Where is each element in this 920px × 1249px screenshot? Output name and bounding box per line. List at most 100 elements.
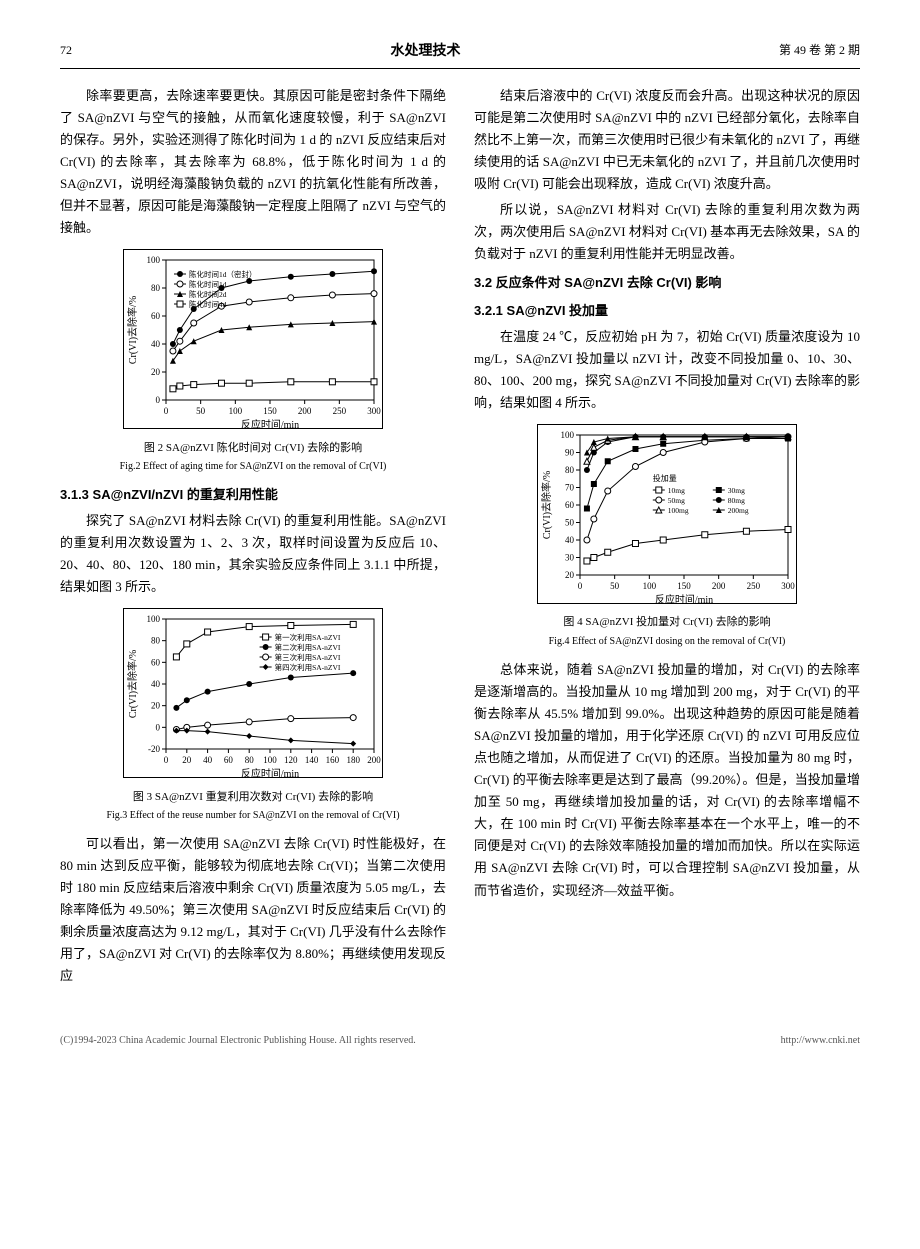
svg-text:180: 180 [346, 755, 360, 765]
heading-3-2-1: 3.2.1 SA@nZVI 投加量 [474, 300, 860, 322]
svg-text:20: 20 [151, 701, 161, 711]
figure-4-chart: 0 50 100 150 200 250 300 20 30 40 50 60 70 80 90 100 反应时… [537, 424, 797, 604]
para-2-3: 在温度 24 ℃，反应初始 pH 为 7，初始 Cr(VI) 质量浓度设为 10… [474, 326, 860, 414]
svg-text:20: 20 [182, 755, 192, 765]
svg-text:300: 300 [367, 406, 381, 416]
svg-text:100: 100 [643, 581, 657, 591]
svg-text:80mg: 80mg [728, 496, 745, 505]
svg-text:70: 70 [565, 483, 575, 493]
para-2-1: 结束后溶液中的 Cr(VI) 浓度反而会升高。出现这种状况的原因可能是第二次使用… [474, 85, 860, 195]
svg-text:陈化时间1d: 陈化时间1d [189, 279, 227, 289]
svg-text:0: 0 [164, 406, 169, 416]
svg-text:100: 100 [263, 755, 277, 765]
svg-text:60: 60 [224, 755, 234, 765]
svg-text:50: 50 [610, 581, 620, 591]
svg-text:200: 200 [712, 581, 726, 591]
svg-text:Cr(VI)去除率/%: Cr(VI)去除率/% [126, 296, 139, 364]
svg-text:陈化时间4d: 陈化时间4d [189, 299, 227, 309]
svg-text:100: 100 [147, 255, 161, 265]
figure-4-caption-en: Fig.4 Effect of SA@nZVI dosing on the re… [474, 635, 860, 649]
svg-text:10mg: 10mg [668, 486, 685, 495]
svg-text:30mg: 30mg [728, 486, 745, 495]
svg-text:-20: -20 [148, 744, 160, 754]
svg-text:90: 90 [565, 448, 575, 458]
svg-text:160: 160 [326, 755, 340, 765]
svg-text:30: 30 [565, 553, 575, 563]
right-column: 结束后溶液中的 Cr(VI) 浓度反而会升高。出现这种状况的原因可能是第二次使用… [474, 85, 860, 992]
para-2-4: 总体来说，随着 SA@nZVI 投加量的增加，对 Cr(VI) 的去除率是逐渐增… [474, 659, 860, 902]
figure-4-caption-cn: 图 4 SA@nZVI 投加量对 Cr(VI) 去除的影响 [474, 615, 860, 630]
svg-text:200: 200 [367, 755, 381, 765]
svg-text:150: 150 [263, 406, 277, 416]
svg-text:80: 80 [245, 755, 255, 765]
svg-text:80: 80 [151, 283, 161, 293]
svg-text:第一次利用SA-nZVI: 第一次利用SA-nZVI [275, 632, 341, 642]
svg-text:100: 100 [229, 406, 243, 416]
page-footer: (C)1994-2023 China Academic Journal Elec… [60, 1032, 860, 1049]
svg-text:250: 250 [747, 581, 761, 591]
svg-text:50: 50 [565, 518, 575, 528]
heading-3-2: 3.2 反应条件对 SA@nZVI 去除 Cr(VI) 影响 [474, 272, 860, 294]
journal-title: 水处理技术 [390, 40, 460, 64]
svg-text:第二次利用SA-nZVI: 第二次利用SA-nZVI [275, 642, 341, 652]
para-2-2: 所以说，SA@nZVI 材料对 Cr(VI) 去除的重复利用次数为两次，两次使用… [474, 199, 860, 265]
svg-text:第四次利用SA-nZVI: 第四次利用SA-nZVI [275, 662, 341, 672]
svg-text:40: 40 [151, 339, 161, 349]
heading-3-1-3: 3.1.3 SA@nZVI/nZVI 的重复利用性能 [60, 484, 446, 506]
svg-text:150: 150 [677, 581, 691, 591]
svg-text:120: 120 [284, 755, 298, 765]
svg-text:60: 60 [151, 311, 161, 321]
para-1-1: 除率要更高，去除速率要更快。其原因可能是密封条件下隔绝了 SA@nZVI 与空气… [60, 85, 446, 240]
svg-text:0: 0 [156, 395, 161, 405]
para-1-3: 可以看出，第一次使用 SA@nZVI 去除 Cr(VI) 时性能极好，在 80 … [60, 833, 446, 988]
svg-text:20: 20 [151, 367, 161, 377]
svg-text:40: 40 [203, 755, 213, 765]
svg-text:第三次利用SA-nZVI: 第三次利用SA-nZVI [275, 652, 341, 662]
svg-text:200mg: 200mg [728, 506, 749, 515]
svg-text:40: 40 [151, 679, 161, 689]
svg-text:60: 60 [151, 658, 161, 668]
content-columns: 除率要更高，去除速率要更快。其原因可能是密封条件下隔绝了 SA@nZVI 与空气… [60, 85, 860, 992]
figure-3-chart: 0 20 40 60 80 100 120 140 160 180 200 -20 0 20 40 60 80 1… [123, 608, 383, 778]
issue-label: 第 49 卷 第 2 期 [779, 40, 860, 64]
figure-2: 0 50 100 150 200 250 300 0 20 40 60 80 100 反应时间/min Cr… [60, 249, 446, 473]
page-header: 72 水处理技术 第 49 卷 第 2 期 [60, 40, 860, 69]
footer-url: http://www.cnki.net [781, 1032, 860, 1049]
svg-text:100mg: 100mg [668, 506, 689, 515]
svg-text:0: 0 [156, 723, 161, 733]
svg-text:140: 140 [305, 755, 319, 765]
left-column: 除率要更高，去除速率要更快。其原因可能是密封条件下隔绝了 SA@nZVI 与空气… [60, 85, 446, 992]
svg-text:100: 100 [147, 614, 161, 624]
svg-text:300: 300 [781, 581, 795, 591]
svg-text:反应时间/min: 反应时间/min [241, 767, 299, 778]
footer-copyright: (C)1994-2023 China Academic Journal Elec… [60, 1032, 416, 1049]
figure-3: 0 20 40 60 80 100 120 140 160 180 200 -20 0 20 40 60 80 1… [60, 608, 446, 822]
svg-text:250: 250 [333, 406, 347, 416]
figure-2-chart: 0 50 100 150 200 250 300 0 20 40 60 80 100 反应时间/min Cr… [123, 249, 383, 429]
svg-text:反应时间/min: 反应时间/min [241, 418, 299, 429]
figure-3-caption-cn: 图 3 SA@nZVI 重复利用次数对 Cr(VI) 去除的影响 [60, 790, 446, 805]
svg-text:80: 80 [565, 465, 575, 475]
svg-text:80: 80 [151, 636, 161, 646]
svg-text:20: 20 [565, 570, 575, 580]
svg-text:投加量: 投加量 [653, 473, 677, 483]
svg-text:0: 0 [578, 581, 583, 591]
figure-2-caption-en: Fig.2 Effect of aging time for SA@nZVI o… [60, 460, 446, 474]
page-number: 72 [60, 40, 72, 64]
svg-text:陈化时间2d: 陈化时间2d [189, 289, 227, 299]
svg-text:0: 0 [164, 755, 169, 765]
figure-3-caption-en: Fig.3 Effect of the reuse number for SA@… [60, 809, 446, 823]
svg-text:50: 50 [196, 406, 206, 416]
svg-text:Cr(VI)去除率/%: Cr(VI)去除率/% [540, 471, 553, 539]
para-1-2: 探究了 SA@nZVI 材料去除 Cr(VI) 的重复利用性能。SA@nZVI … [60, 510, 446, 598]
svg-text:40: 40 [565, 535, 575, 545]
svg-text:200: 200 [298, 406, 312, 416]
svg-text:60: 60 [565, 500, 575, 510]
svg-text:100: 100 [561, 430, 575, 440]
svg-text:50mg: 50mg [668, 496, 685, 505]
figure-4: 0 50 100 150 200 250 300 20 30 40 50 60 70 80 90 100 反应时… [474, 424, 860, 648]
svg-text:Cr(VI)去除率/%: Cr(VI)去除率/% [126, 650, 139, 718]
svg-text:陈化时间1d（密封）: 陈化时间1d（密封） [189, 269, 257, 279]
svg-text:反应时间/min: 反应时间/min [655, 593, 713, 604]
figure-2-caption-cn: 图 2 SA@nZVI 陈化时间对 Cr(VI) 去除的影响 [60, 441, 446, 456]
